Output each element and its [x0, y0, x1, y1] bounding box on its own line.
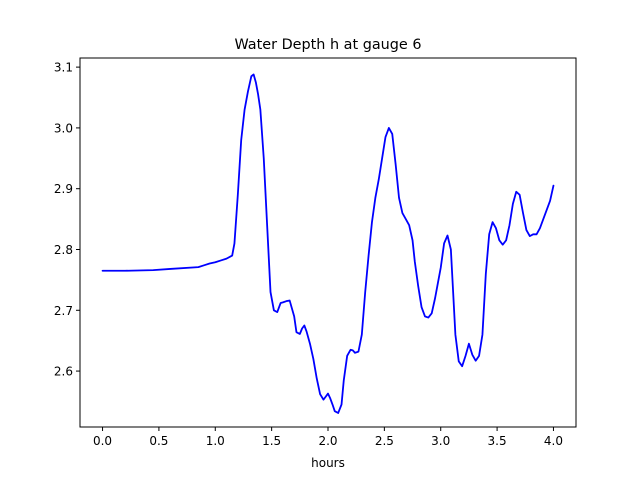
x-axis-label: hours: [311, 456, 345, 470]
x-tick-label: 4.0: [544, 434, 563, 448]
x-tick-label: 2.0: [318, 434, 337, 448]
y-tick-label: 2.7: [54, 304, 73, 318]
y-axis-ticks: 2.6 2.7 2.8 2.9 3.0 3.1: [54, 61, 80, 379]
plot-area: [101, 73, 555, 414]
x-tick-label: 3.5: [488, 434, 507, 448]
x-tick-label: 1.5: [262, 434, 281, 448]
water-depth-series-line: [101, 73, 555, 414]
y-tick-label: 2.8: [54, 243, 73, 257]
y-tick-label: 2.6: [54, 365, 73, 379]
x-tick-label: 0.0: [93, 434, 112, 448]
y-tick-label: 3.0: [54, 121, 73, 135]
chart-title: Water Depth h at gauge 6: [234, 37, 421, 53]
y-tick-label: 3.1: [54, 61, 73, 75]
x-tick-label: 2.5: [375, 434, 394, 448]
x-tick-label: 0.5: [149, 434, 168, 448]
x-tick-label: 3.0: [431, 434, 450, 448]
y-tick-label: 2.9: [54, 182, 73, 196]
x-tick-label: 1.0: [206, 434, 225, 448]
x-axis-ticks: 0.0 0.5 1.0 1.5 2.0 2.5 3.0 3.5 4.0: [93, 427, 563, 448]
